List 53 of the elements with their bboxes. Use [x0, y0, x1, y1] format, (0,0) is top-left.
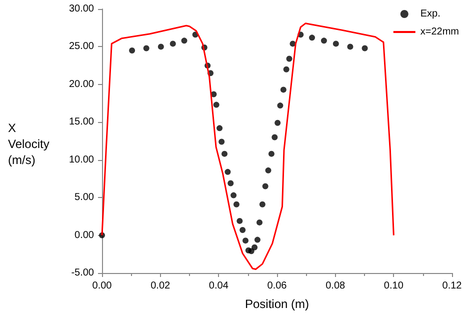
legend-label: x=22mm [420, 26, 459, 38]
point [254, 236, 260, 243]
y-tick-label: 10.00 [68, 154, 94, 166]
point [277, 102, 284, 109]
y-tick-label: 20.00 [68, 78, 94, 90]
point [129, 47, 136, 54]
point [143, 45, 150, 52]
point [362, 45, 368, 52]
point [218, 138, 225, 145]
x-tick-label: 0.04 [208, 280, 229, 292]
y-tick-label: 25.00 [68, 41, 94, 52]
point [272, 134, 278, 140]
point [332, 40, 339, 47]
point [222, 150, 228, 157]
y-tick-label: 0.00 [74, 230, 94, 241]
point [242, 238, 248, 244]
point [158, 44, 164, 50]
x-tick-label: 0.00 [92, 280, 112, 292]
point [233, 201, 240, 208]
point [268, 150, 274, 157]
point [286, 56, 292, 62]
x-tick-label: 0.10 [384, 280, 404, 292]
point [347, 44, 354, 50]
point [240, 227, 246, 234]
y-axis-title: X Velocity (m/s) [8, 121, 53, 167]
y-tick-label: 5.00 [74, 192, 94, 204]
point [252, 244, 258, 250]
x-tick-label: 0.12 [442, 280, 462, 292]
point [230, 192, 237, 198]
point [256, 219, 262, 226]
point [224, 168, 231, 175]
legend-label: Exp. [420, 8, 440, 20]
point [309, 34, 315, 41]
x-tick-label: 0.02 [150, 280, 170, 292]
point [228, 180, 234, 186]
point [213, 102, 220, 108]
y-tick-label: 30.00 [68, 4, 94, 14]
point [216, 125, 223, 132]
point [274, 120, 281, 126]
point [320, 38, 327, 44]
point [283, 66, 290, 72]
point [259, 201, 266, 208]
x-tick-label: 0.08 [326, 280, 346, 292]
y-tick-label: -5.00 [71, 268, 94, 278]
point [280, 86, 286, 93]
point [181, 38, 188, 44]
y-tick-label: 15.00 [68, 116, 94, 128]
x-axis-title: Position (m) [244, 296, 310, 311]
x-tick-label: 0.06 [267, 280, 288, 292]
point [262, 183, 268, 190]
point [265, 167, 272, 174]
point [236, 218, 243, 224]
point [170, 40, 176, 47]
